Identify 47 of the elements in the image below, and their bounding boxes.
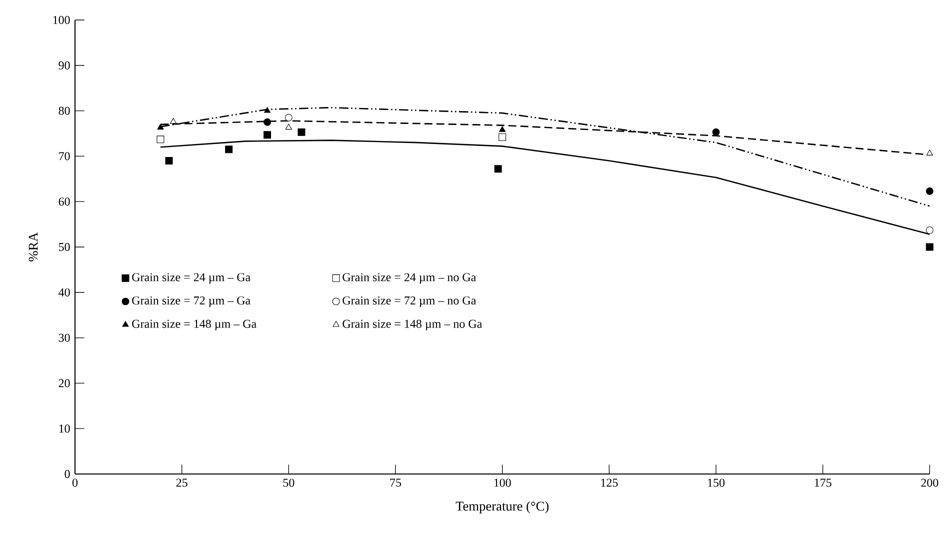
point (712, 128, 720, 136)
point (170, 118, 177, 124)
x-tick-label: 125 (601, 478, 618, 487)
x-tick-label: 150 (708, 478, 725, 487)
y-tick-label: 80 (58, 106, 70, 115)
point (264, 131, 272, 139)
x-tick-label: 25 (176, 478, 188, 487)
x-tick-label: 0 (72, 478, 78, 487)
y-axis-title: %RA (28, 232, 38, 262)
point (285, 124, 292, 130)
x-tick-label: 50 (283, 478, 294, 487)
y-tick-label: 20 (58, 379, 70, 388)
point (264, 118, 272, 126)
x-tick-label: 100 (494, 478, 511, 487)
point (298, 128, 306, 136)
x-tick-label: 200 (921, 478, 938, 487)
point (926, 187, 934, 195)
y-tick-label: 10 (59, 424, 70, 433)
legend-label: Grain size = 72 µm – Ga (132, 296, 250, 307)
point (494, 165, 502, 173)
point (157, 124, 164, 130)
legend-label: Grain size = 72 µm – no Ga (342, 296, 476, 307)
point (165, 156, 173, 164)
point (225, 146, 233, 154)
legend-label: Grain size = 148 µm – Ga (132, 320, 256, 330)
y-tick-label: 70 (59, 152, 70, 160)
point (284, 114, 292, 122)
point (156, 136, 164, 144)
y-tick-label: 30 (58, 334, 70, 342)
point (264, 107, 271, 113)
y-tick-label: 60 (58, 198, 70, 206)
y-tick-label: 40 (58, 288, 70, 296)
y-tick-label: 50 (58, 242, 70, 252)
point (926, 243, 934, 251)
point (499, 126, 506, 132)
point (926, 226, 934, 234)
y-tick-label: 100 (53, 16, 70, 24)
point (926, 150, 933, 156)
x-tick-label: 75 (390, 478, 402, 487)
point (498, 133, 506, 141)
legend-label: Grain size = 148 µm – no Ga (342, 320, 482, 330)
x-axis-title: Temperature (°C) (456, 501, 549, 514)
legend-label: Grain size = 24 µm – no Ga (342, 273, 476, 284)
y-tick-label: 90 (58, 61, 70, 70)
y-tick-label: 0 (64, 470, 70, 478)
x-tick-label: 175 (814, 478, 832, 487)
legend-label: Grain size = 24 µm – Ga (132, 273, 250, 284)
